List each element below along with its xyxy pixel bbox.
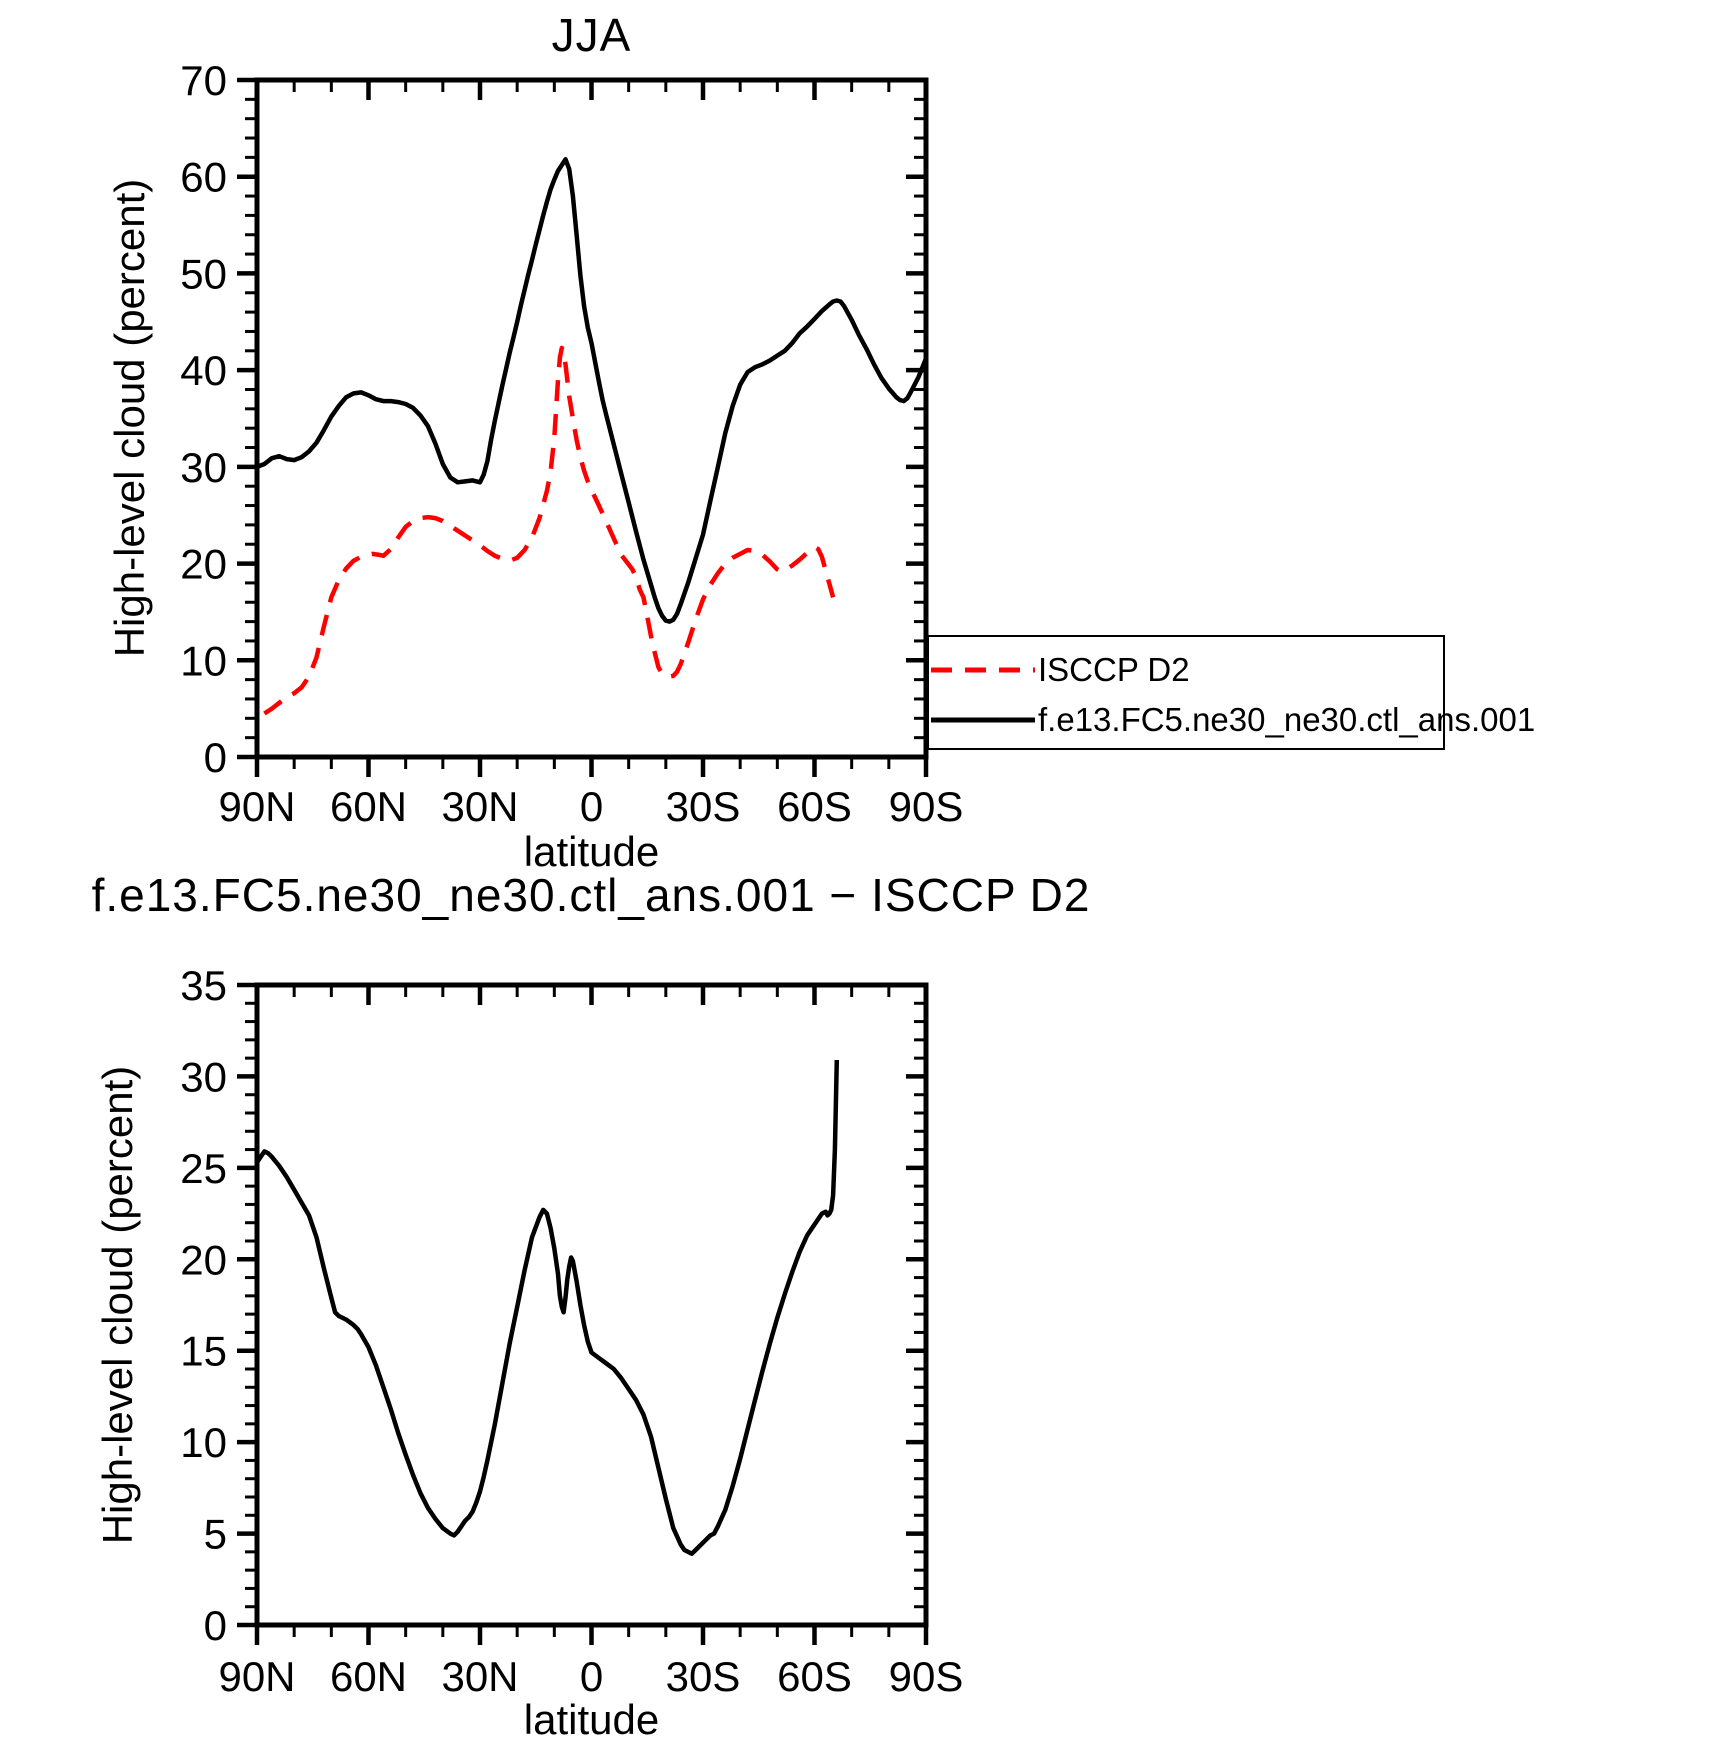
y-tick-label: 30 <box>180 444 227 491</box>
x-tick-label: 30S <box>666 783 741 830</box>
x-tick-label: 60N <box>330 1653 407 1700</box>
bottom-chart-x-axis-label: latitude <box>523 1696 660 1743</box>
y-tick-label: 35 <box>180 962 227 1009</box>
bottom-chart-title: f.e13.FC5.ne30_ne30.ctl_ans.001 − ISCCP … <box>91 869 1091 921</box>
axis-frame <box>254 982 929 1628</box>
top-chart-x-axis-label: latitude <box>523 828 660 875</box>
x-tick-label: 90N <box>218 1653 295 1700</box>
axis-frame <box>254 77 929 760</box>
y-tick-label: 30 <box>180 1053 227 1100</box>
legend-box: ISCCP D2 f.e13.FC5.ne30_ne30.ctl_ans.001 <box>927 635 1535 750</box>
legend-entry-isccp-d2: ISCCP D2 <box>929 645 1190 695</box>
x-tick-label: 30N <box>441 783 518 830</box>
legend-label-isccp-d2: ISCCP D2 <box>1038 651 1190 688</box>
y-tick-label: 20 <box>180 1236 227 1283</box>
y-tick-label: 10 <box>180 637 227 684</box>
series-line-isccp-d2 <box>263 345 836 716</box>
y-tick-label: 10 <box>180 1419 227 1466</box>
x-tick-label: 30N <box>441 1653 518 1700</box>
y-tick-label: 25 <box>180 1145 227 1192</box>
y-tick-label: 15 <box>180 1328 227 1375</box>
y-tick-label: 0 <box>204 1602 227 1649</box>
y-tick-label: 50 <box>180 250 227 297</box>
y-tick-label: 60 <box>180 154 227 201</box>
x-tick-label: 90N <box>218 783 295 830</box>
x-tick-label: 60S <box>777 1653 852 1700</box>
y-tick-label: 5 <box>204 1511 227 1558</box>
top-plot-group: 90N 60N 30N 0 30S 60S 90S 0 10 20 30 40 50 60 70 <box>180 57 963 830</box>
y-tick-label: 70 <box>180 57 227 104</box>
x-tick-label: 60N <box>330 783 407 830</box>
top-chart-title: JJA <box>551 9 632 61</box>
x-tick-label: 60S <box>777 783 852 830</box>
x-tick-label: 90S <box>889 1653 964 1700</box>
legend-label-model: f.e13.FC5.ne30_ne30.ctl_ans.001 <box>1038 701 1536 738</box>
legend-line-sample-solid-icon <box>931 717 1035 723</box>
series-line-f-e13-fc5-ne30-ne30-ctl-ans-001 <box>256 157 929 624</box>
x-tick-label: 90S <box>889 783 964 830</box>
x-tick-label: 0 <box>580 783 603 830</box>
bottom-plot-group: 90N 60N 30N 0 30S 60S 90S 0 5 10 15 20 25 30 35 <box>180 962 963 1700</box>
x-tick-label: 0 <box>580 1653 603 1700</box>
series-line-f-e13-fc5-ne30-ne30-ctl-ans-001-isccp-d2 <box>255 1059 840 1556</box>
y-tick-label: 40 <box>180 347 227 394</box>
y-tick-label: 20 <box>180 541 227 588</box>
y-tick-label: 0 <box>204 734 227 781</box>
legend-entry-model: f.e13.FC5.ne30_ne30.ctl_ans.001 <box>929 695 1535 745</box>
legend-line-sample-dashed-icon <box>931 667 1035 673</box>
x-tick-label: 30S <box>666 1653 741 1700</box>
